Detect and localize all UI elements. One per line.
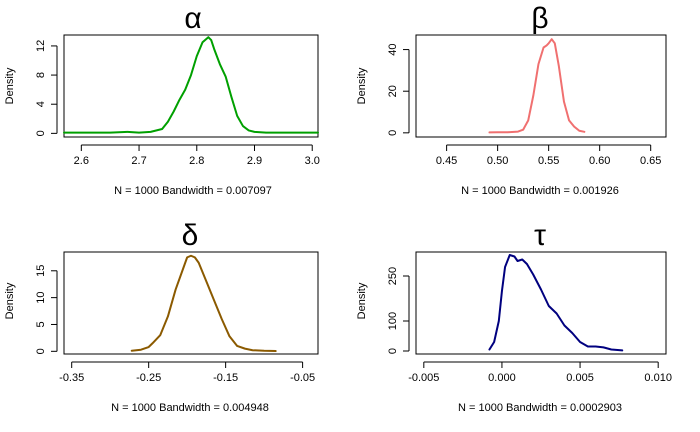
panel-delta-density-curve: [130, 254, 277, 353]
panel-beta-xlabel: N = 1000 Bandwidth = 0.001926: [461, 185, 619, 197]
panel-delta-y-tick-label: 10: [35, 292, 47, 304]
panel-beta-density-curve: [488, 38, 586, 134]
panel-alpha-title: α: [184, 2, 201, 35]
panel-tau: τ Density N = 1000 Bandwidth = 0.0002903…: [356, 219, 672, 414]
panel-alpha-frame: [63, 34, 319, 138]
panel-delta-x-tick-label: -0.25: [136, 372, 161, 384]
panel-beta-y-tick-label: 20: [387, 85, 399, 97]
panel-beta-y-tick-label: 0: [387, 130, 399, 136]
panel-delta-ylabel: Density: [4, 282, 16, 319]
panel-alpha-x-tick-label: 3.0: [305, 155, 320, 167]
panel-delta-xlabel: N = 1000 Bandwidth = 0.004948: [111, 402, 269, 414]
panel-delta-y-tick-label: 15: [35, 265, 47, 277]
panel-alpha-x-tick-label: 2.8: [189, 155, 204, 167]
panel-delta-x-tick-label: -0.05: [290, 372, 315, 384]
panel-alpha-x-tick-label: 2.9: [247, 155, 262, 167]
panel-tau-y-tick-label: 0: [387, 348, 399, 354]
panel-alpha-density-curve: [63, 36, 319, 134]
panel-beta-x-tick-label: 0.50: [487, 155, 508, 167]
panel-alpha-y-tick-label: 8: [35, 72, 47, 78]
panel-alpha-y-tick-label: 12: [35, 40, 47, 52]
panel-beta-ylabel: Density: [356, 67, 368, 104]
panel-tau-title: τ: [534, 219, 546, 252]
panel-alpha-ylabel: Density: [4, 67, 16, 104]
panel-tau-x-axis: -0.005 0.000 0.005 0.010: [408, 361, 672, 384]
panel-delta-y-axis: 0 5 10 15: [35, 265, 58, 354]
panel-delta-x-tick-label: -0.35: [59, 372, 84, 384]
panel-tau-x-tick-label: 0.005: [566, 372, 594, 384]
panel-beta-x-tick-label: 0.45: [436, 155, 457, 167]
panel-delta-x-axis: -0.35 -0.25 -0.15 -0.05: [59, 361, 315, 384]
panel-delta-title: δ: [182, 219, 199, 252]
panel-delta-x-tick-label: -0.15: [213, 372, 238, 384]
panel-tau-x-tick-label: -0.005: [408, 372, 439, 384]
panel-beta-y-axis: 0 20 40: [387, 43, 410, 136]
panel-tau-y-axis: 0 100 250: [387, 267, 410, 354]
panel-tau-ylabel: Density: [356, 282, 368, 319]
panel-tau-density-curve: [488, 254, 624, 352]
panel-beta-y-tick-label: 40: [387, 43, 399, 55]
panel-alpha-x-axis: 2.6 2.7 2.8 2.9 3.0: [74, 144, 320, 167]
panel-tau-frame: [415, 251, 667, 355]
panel-tau-xlabel: N = 1000 Bandwidth = 0.0002903: [458, 402, 622, 414]
panel-alpha: α Density N = 1000 Bandwidth = 0.007097 …: [4, 2, 320, 197]
panel-alpha-x-tick-label: 2.7: [131, 155, 146, 167]
panel-beta-x-axis: 0.45 0.50 0.55 0.60 0.65: [436, 144, 661, 167]
panel-beta: β Density N = 1000 Bandwidth = 0.001926 …: [356, 2, 667, 197]
panel-beta-x-tick-label: 0.60: [589, 155, 610, 167]
panel-alpha-x-tick-label: 2.6: [74, 155, 89, 167]
panel-tau-y-tick-label: 100: [387, 312, 399, 330]
panel-delta-y-tick-label: 5: [35, 321, 47, 327]
panel-tau-x-tick-label: 0.000: [488, 372, 516, 384]
panel-beta-frame: [415, 34, 667, 138]
panel-alpha-y-axis: 0 4 8 12: [35, 40, 58, 136]
panel-tau-y-tick-label: 250: [387, 267, 399, 285]
panel-alpha-y-tick-label: 0: [35, 130, 47, 136]
panel-tau-x-tick-label: 0.010: [644, 372, 672, 384]
panel-delta: δ Density N = 1000 Bandwidth = 0.004948 …: [4, 219, 319, 414]
panel-alpha-xlabel: N = 1000 Bandwidth = 0.007097: [114, 185, 272, 197]
panel-beta-title: β: [531, 2, 548, 35]
panel-beta-x-tick-label: 0.65: [640, 155, 661, 167]
panel-delta-frame: [63, 251, 319, 355]
panel-delta-y-tick-label: 0: [35, 348, 47, 354]
panel-alpha-y-tick-label: 4: [35, 101, 47, 107]
panel-beta-x-tick-label: 0.55: [538, 155, 559, 167]
